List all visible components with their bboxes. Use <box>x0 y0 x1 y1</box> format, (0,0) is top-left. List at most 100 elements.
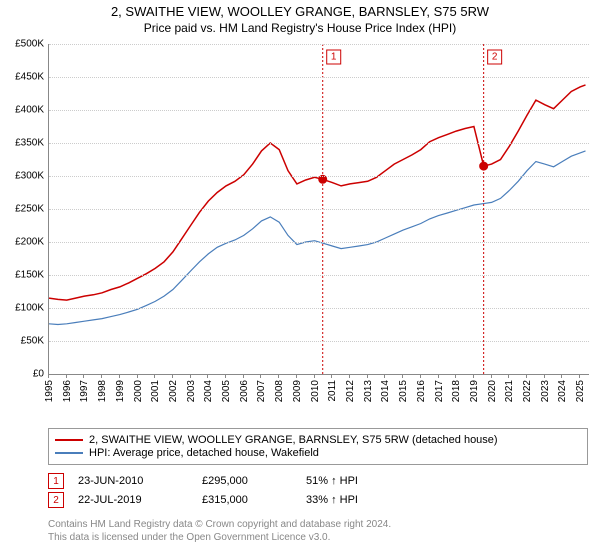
x-axis-label: 2024 <box>557 380 568 402</box>
x-tick <box>508 374 509 378</box>
x-axis-label: 1997 <box>79 380 90 402</box>
x-axis-label: 2016 <box>416 380 427 402</box>
sale-price: £315,000 <box>202 494 292 506</box>
sale-row: 2 22-JUL-2019 £315,000 33% ↑ HPI <box>48 492 588 508</box>
x-tick <box>526 374 527 378</box>
x-tick <box>349 374 350 378</box>
y-axis-label: £350K <box>4 138 44 149</box>
x-tick <box>83 374 84 378</box>
gridline <box>49 44 589 45</box>
address-title: 2, SWAITHE VIEW, WOOLLEY GRANGE, BARNSLE… <box>0 4 600 19</box>
x-axis-label: 2017 <box>434 380 445 402</box>
x-tick <box>331 374 332 378</box>
y-axis-label: £200K <box>4 237 44 248</box>
legend-row-hpi: HPI: Average price, detached house, Wake… <box>55 447 581 459</box>
x-tick <box>190 374 191 378</box>
x-axis-label: 2004 <box>203 380 214 402</box>
sale-marker-number: 2 <box>492 52 498 63</box>
x-tick <box>278 374 279 378</box>
footer-credits: Contains HM Land Registry data © Crown c… <box>48 518 588 544</box>
sale-marker-number: 1 <box>331 52 337 63</box>
x-axis-label: 2008 <box>274 380 285 402</box>
sales-table: 1 23-JUN-2010 £295,000 51% ↑ HPI 2 22-JU… <box>48 470 588 511</box>
x-tick <box>101 374 102 378</box>
x-tick <box>119 374 120 378</box>
x-tick <box>491 374 492 378</box>
x-tick <box>402 374 403 378</box>
x-tick <box>225 374 226 378</box>
footer-line: Contains HM Land Registry data © Crown c… <box>48 518 588 531</box>
chart-area: 1 2 £0 £50K £100K £150K £200K £250K £300K £350K £… <box>0 44 600 414</box>
x-axis-label: 2014 <box>380 380 391 402</box>
x-tick <box>473 374 474 378</box>
x-axis-label: 2006 <box>239 380 250 402</box>
gridline <box>49 209 589 210</box>
x-axis-label: 2023 <box>540 380 551 402</box>
sale-pct: 51% ↑ HPI <box>306 475 446 487</box>
y-axis-label: £0 <box>4 369 44 380</box>
x-axis-label: 2013 <box>363 380 374 402</box>
y-axis-label: £500K <box>4 39 44 50</box>
legend-row-property: 2, SWAITHE VIEW, WOOLLEY GRANGE, BARNSLE… <box>55 434 581 446</box>
legend-label: 2, SWAITHE VIEW, WOOLLEY GRANGE, BARNSLE… <box>89 434 498 446</box>
x-tick <box>260 374 261 378</box>
y-axis-label: £100K <box>4 303 44 314</box>
x-axis-label: 1999 <box>115 380 126 402</box>
x-tick <box>137 374 138 378</box>
x-tick <box>296 374 297 378</box>
x-axis-label: 2011 <box>327 380 338 402</box>
legend-swatch <box>55 439 83 441</box>
gridline <box>49 176 589 177</box>
x-axis-label: 1995 <box>44 380 55 402</box>
gridline <box>49 341 589 342</box>
x-axis-label: 2003 <box>186 380 197 402</box>
subtitle: Price paid vs. HM Land Registry's House … <box>0 21 600 35</box>
sale-price: £295,000 <box>202 475 292 487</box>
x-tick <box>66 374 67 378</box>
x-axis-label: 2000 <box>133 380 144 402</box>
x-tick <box>207 374 208 378</box>
x-tick <box>314 374 315 378</box>
sale-point <box>480 162 488 170</box>
chart-container: 2, SWAITHE VIEW, WOOLLEY GRANGE, BARNSLE… <box>0 0 600 560</box>
gridline <box>49 242 589 243</box>
gridline <box>49 308 589 309</box>
x-axis-label: 2012 <box>345 380 356 402</box>
gridline <box>49 77 589 78</box>
x-tick <box>154 374 155 378</box>
gridline <box>49 275 589 276</box>
x-tick <box>48 374 49 378</box>
legend-label: HPI: Average price, detached house, Wake… <box>89 447 319 459</box>
sale-date: 23-JUN-2010 <box>78 475 188 487</box>
sale-marker-icon: 2 <box>48 492 64 508</box>
x-axis-label: 2015 <box>398 380 409 402</box>
sale-row: 1 23-JUN-2010 £295,000 51% ↑ HPI <box>48 473 588 489</box>
title-block: 2, SWAITHE VIEW, WOOLLEY GRANGE, BARNSLE… <box>0 0 600 35</box>
x-tick <box>420 374 421 378</box>
x-tick <box>455 374 456 378</box>
y-axis-label: £150K <box>4 270 44 281</box>
x-axis-label: 1996 <box>62 380 73 402</box>
x-axis-label: 2025 <box>575 380 586 402</box>
y-axis-label: £300K <box>4 171 44 182</box>
y-axis-label: £250K <box>4 204 44 215</box>
x-tick <box>544 374 545 378</box>
x-axis-label: 2002 <box>168 380 179 402</box>
x-tick <box>172 374 173 378</box>
y-axis-label: £450K <box>4 72 44 83</box>
x-tick <box>384 374 385 378</box>
sale-marker-icon: 1 <box>48 473 64 489</box>
legend: 2, SWAITHE VIEW, WOOLLEY GRANGE, BARNSLE… <box>48 428 588 465</box>
x-axis-label: 2001 <box>150 380 161 402</box>
gridline <box>49 143 589 144</box>
y-axis-label: £50K <box>4 336 44 347</box>
legend-swatch <box>55 452 83 454</box>
x-axis-label: 2005 <box>221 380 232 402</box>
x-axis-label: 2010 <box>310 380 321 402</box>
x-axis-label: 2020 <box>487 380 498 402</box>
x-axis-label: 2009 <box>292 380 303 402</box>
footer-line: This data is licensed under the Open Gov… <box>48 531 588 544</box>
x-axis-label: 2022 <box>522 380 533 402</box>
x-tick <box>438 374 439 378</box>
x-axis-label: 2021 <box>504 380 515 402</box>
